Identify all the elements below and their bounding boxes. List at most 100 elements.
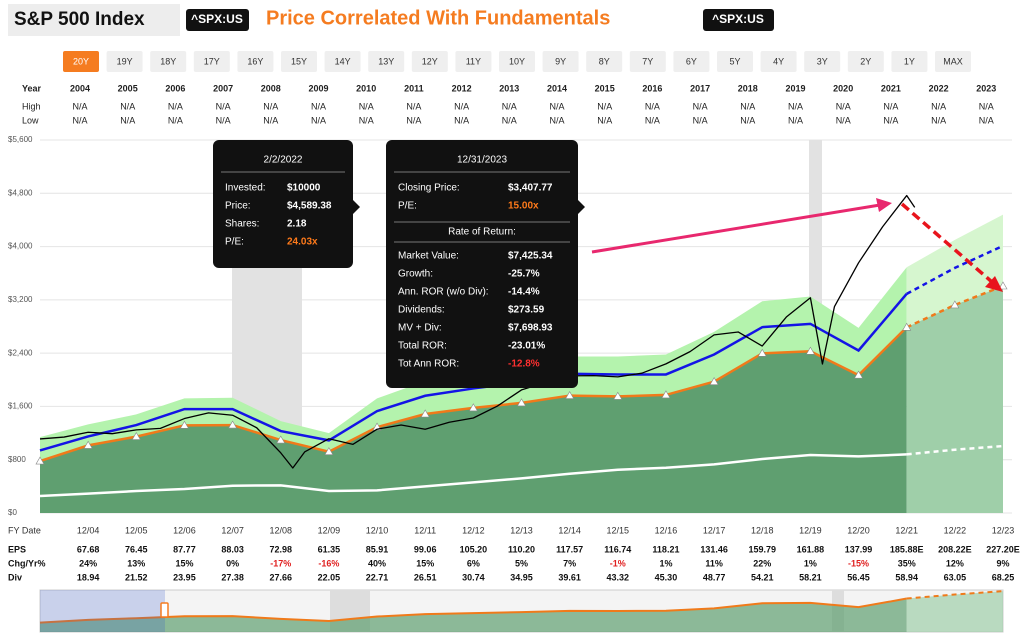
range-button-label[interactable]: 15Y bbox=[291, 56, 307, 66]
range-button[interactable] bbox=[368, 51, 405, 72]
range-button[interactable] bbox=[586, 51, 623, 72]
table-cell: 2010 bbox=[356, 83, 376, 93]
range-button-label[interactable]: 9Y bbox=[555, 56, 566, 66]
tooltip-value: -23.01% bbox=[508, 341, 545, 352]
table-cell: 2017 bbox=[690, 83, 710, 93]
range-button-label[interactable]: 12Y bbox=[422, 56, 438, 66]
range-button-label[interactable]: 10Y bbox=[509, 56, 525, 66]
table-cell: 2022 bbox=[929, 83, 949, 93]
range-button-label[interactable]: 6Y bbox=[686, 56, 697, 66]
table-cell: 45.30 bbox=[655, 572, 678, 582]
range-button-label[interactable]: 16Y bbox=[247, 56, 263, 66]
tooltip-label: Total ROR: bbox=[398, 341, 447, 352]
range-button[interactable] bbox=[804, 51, 841, 72]
navigator-handle[interactable] bbox=[160, 602, 169, 618]
table-cell: 23.95 bbox=[173, 572, 196, 582]
table-cell: 2009 bbox=[308, 83, 328, 93]
range-button-label[interactable]: 20Y bbox=[73, 56, 89, 66]
x-tick-label: 12/22 bbox=[944, 525, 967, 535]
ticker-badge bbox=[703, 9, 774, 31]
range-button[interactable] bbox=[499, 51, 535, 72]
table-cell: 110.20 bbox=[508, 544, 535, 554]
range-button[interactable] bbox=[760, 51, 797, 72]
range-button[interactable] bbox=[106, 51, 143, 72]
range-button[interactable] bbox=[324, 51, 361, 72]
table-cell: N/A bbox=[549, 101, 564, 111]
table-cell: 15% bbox=[175, 558, 193, 568]
fair-value-marker bbox=[228, 420, 238, 429]
valuation-band bbox=[40, 267, 907, 462]
table-cell: 9% bbox=[996, 558, 1009, 568]
x-tick-label: 12/17 bbox=[703, 525, 726, 535]
range-button-label[interactable]: 14Y bbox=[335, 56, 351, 66]
range-button[interactable] bbox=[237, 51, 274, 72]
range-button[interactable] bbox=[629, 51, 666, 72]
fair-value-marker bbox=[661, 390, 671, 399]
table-cell: 48.77 bbox=[703, 572, 726, 582]
range-button-label[interactable]: 2Y bbox=[860, 56, 871, 66]
tooltip-section: Rate of Return: bbox=[448, 227, 516, 238]
range-button-label[interactable]: 4Y bbox=[773, 56, 784, 66]
table-cell: N/A bbox=[597, 115, 612, 125]
range-button-label[interactable]: MAX bbox=[943, 56, 963, 66]
range-button-label[interactable]: 7Y bbox=[642, 56, 653, 66]
table-cell: N/A bbox=[454, 101, 469, 111]
annotation-arrowhead bbox=[876, 198, 892, 212]
table-cell: 2008 bbox=[261, 83, 281, 93]
normal-pe-line bbox=[906, 244, 1004, 295]
range-button-label[interactable]: 13Y bbox=[378, 56, 394, 66]
table-cell: N/A bbox=[502, 101, 517, 111]
tooltip-box bbox=[386, 140, 578, 388]
fair-value-marker bbox=[757, 348, 767, 357]
table-cell: N/A bbox=[406, 115, 421, 125]
row-label: Div bbox=[8, 572, 22, 582]
table-cell: N/A bbox=[168, 101, 183, 111]
range-button[interactable] bbox=[455, 51, 492, 72]
table-cell: 137.99 bbox=[845, 544, 873, 554]
table-cell: 26.51 bbox=[414, 572, 437, 582]
range-button-label[interactable]: 19Y bbox=[117, 56, 133, 66]
range-button-label[interactable]: 3Y bbox=[817, 56, 828, 66]
range-button[interactable] bbox=[63, 51, 99, 72]
range-button[interactable] bbox=[411, 51, 448, 72]
x-tick-label: 12/13 bbox=[510, 525, 533, 535]
tooltip-label: Price: bbox=[225, 201, 251, 212]
y-tick-label: $3,200 bbox=[8, 295, 33, 304]
x-tick-label: 12/05 bbox=[125, 525, 148, 535]
table-cell: 2023 bbox=[976, 83, 996, 93]
table-cell: 208.22E bbox=[938, 544, 972, 554]
table-cell: N/A bbox=[836, 115, 851, 125]
table-cell: 58.21 bbox=[799, 572, 822, 582]
table-cell: 63.05 bbox=[944, 572, 967, 582]
fair-value-marker bbox=[324, 447, 334, 456]
range-button[interactable] bbox=[935, 51, 971, 72]
navigator-area bbox=[40, 598, 907, 632]
range-button[interactable] bbox=[193, 51, 230, 72]
range-button[interactable] bbox=[673, 51, 710, 72]
tooltip-label: Shares: bbox=[225, 219, 259, 230]
range-button[interactable] bbox=[891, 51, 928, 72]
subtitle: Price Correlated With Fundamentals bbox=[266, 7, 610, 29]
range-button[interactable] bbox=[281, 51, 317, 72]
range-button[interactable] bbox=[150, 51, 187, 72]
range-button-label[interactable]: 17Y bbox=[204, 56, 220, 66]
table-cell: 72.98 bbox=[269, 544, 292, 554]
fair-value-marker bbox=[709, 377, 719, 385]
table-cell: N/A bbox=[740, 115, 755, 125]
y-tick-label: $4,000 bbox=[8, 242, 33, 251]
table-cell: N/A bbox=[836, 101, 851, 111]
x-tick-label: 12/12 bbox=[462, 525, 485, 535]
table-cell: N/A bbox=[120, 101, 135, 111]
range-button[interactable] bbox=[847, 51, 884, 72]
range-button[interactable] bbox=[717, 51, 753, 72]
range-button-label[interactable]: 18Y bbox=[160, 56, 176, 66]
table-cell: 2019 bbox=[785, 83, 805, 93]
range-button-label[interactable]: 11Y bbox=[466, 56, 481, 66]
range-button[interactable] bbox=[542, 51, 579, 72]
range-button-label[interactable]: 1Y bbox=[904, 56, 915, 66]
range-button-label[interactable]: 8Y bbox=[599, 56, 610, 66]
x-tick-label: 12/10 bbox=[366, 525, 389, 535]
range-button-label[interactable]: 5Y bbox=[729, 56, 740, 66]
y-tick-label: $0 bbox=[8, 508, 17, 517]
